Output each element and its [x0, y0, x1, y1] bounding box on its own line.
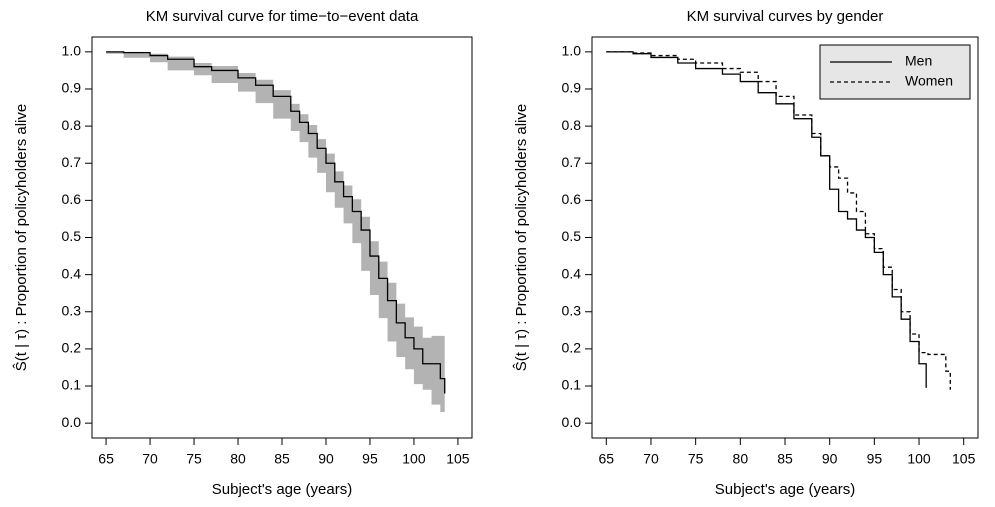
y-tick-label: 0.8 — [562, 117, 582, 133]
y-axis-label: Ŝ(t | τ) : Proportion of policyholders a… — [513, 104, 530, 371]
x-tick-label: 85 — [274, 451, 290, 467]
y-tick-label: 0.6 — [62, 191, 82, 207]
x-tick-label: 75 — [688, 451, 704, 467]
x-tick-label: 80 — [733, 451, 749, 467]
y-tick-label: 1.0 — [62, 43, 82, 59]
x-tick-label: 75 — [186, 451, 202, 467]
y-tick-label: 0.4 — [562, 265, 582, 281]
y-tick-label: 0.3 — [62, 302, 82, 318]
survival-curve — [606, 51, 927, 388]
y-tick-label: 0.1 — [62, 377, 82, 393]
legend-label: Women — [905, 73, 953, 89]
x-tick-label: 100 — [907, 451, 931, 467]
y-tick-label: 0.2 — [62, 340, 82, 356]
x-tick-label: 85 — [777, 451, 793, 467]
confidence-band — [106, 51, 445, 413]
legend-label: Men — [905, 53, 932, 69]
plot-frame — [91, 36, 473, 439]
y-tick-label: 0.9 — [62, 80, 82, 96]
y-tick-label: 0.3 — [562, 302, 582, 318]
y-tick-label: 0.2 — [562, 340, 582, 356]
survival-curve — [106, 51, 446, 394]
y-tick-label: 0.1 — [562, 377, 582, 393]
x-tick-label: 100 — [402, 451, 426, 467]
y-tick-label: 1.0 — [562, 43, 582, 59]
x-tick-label: 70 — [142, 451, 158, 467]
y-tick-label: 0.9 — [562, 80, 582, 96]
x-tick-label: 90 — [318, 451, 334, 467]
y-tick-label: 0.0 — [562, 414, 582, 430]
survival-curve — [606, 51, 951, 390]
x-axis-label: Subject's age (years) — [715, 481, 855, 498]
x-tick-label: 105 — [952, 451, 976, 467]
legend-box — [819, 44, 971, 100]
y-tick-label: 0.6 — [562, 191, 582, 207]
x-tick-label: 90 — [822, 451, 838, 467]
chart-title: KM survival curves by gender — [687, 8, 884, 25]
y-tick-label: 0.8 — [62, 117, 82, 133]
x-tick-label: 105 — [446, 451, 470, 467]
y-tick-label: 0.7 — [562, 154, 582, 170]
x-tick-label: 95 — [867, 451, 883, 467]
x-axis-label: Subject's age (years) — [212, 481, 352, 498]
y-axis-label: Ŝ(t | τ) : Proportion of policyholders a… — [13, 104, 30, 371]
x-tick-label: 80 — [230, 451, 246, 467]
chart-title: KM survival curve for time−to−event data — [146, 8, 419, 25]
x-tick-label: 65 — [599, 451, 615, 467]
y-tick-label: 0.0 — [62, 414, 82, 430]
y-tick-label: 0.5 — [62, 228, 82, 244]
y-tick-label: 0.7 — [62, 154, 82, 170]
x-tick-label: 95 — [362, 451, 378, 467]
plot-frame — [591, 36, 979, 439]
y-tick-label: 0.5 — [562, 228, 582, 244]
y-tick-label: 0.4 — [62, 265, 82, 281]
x-tick-label: 70 — [643, 451, 659, 467]
x-tick-label: 65 — [98, 451, 114, 467]
